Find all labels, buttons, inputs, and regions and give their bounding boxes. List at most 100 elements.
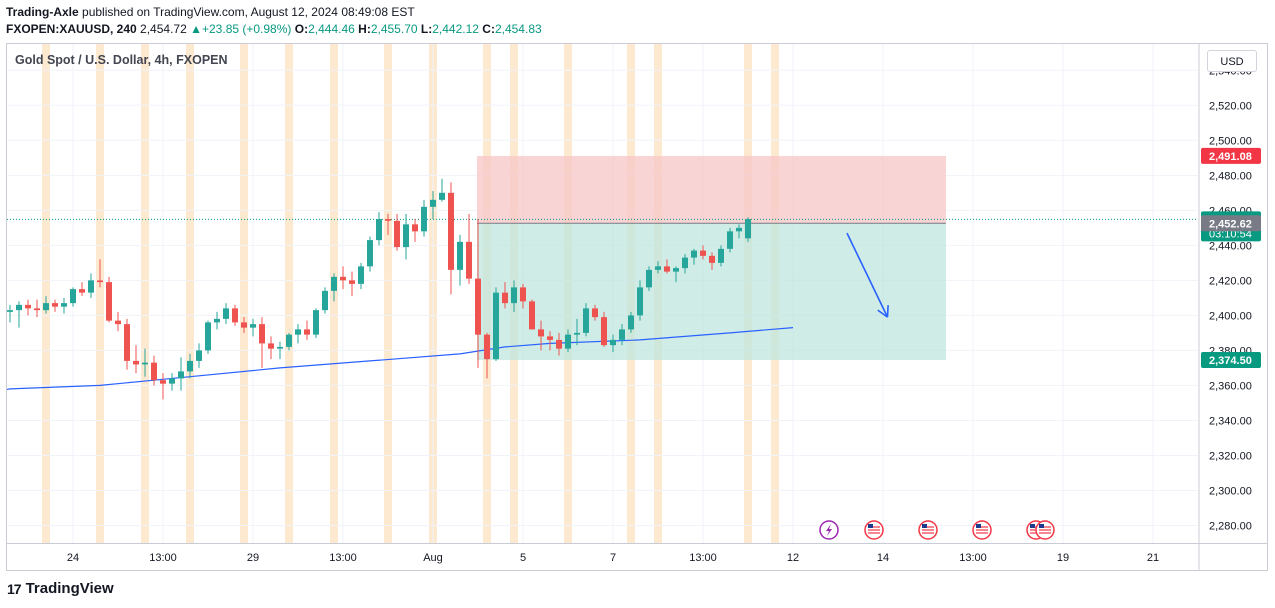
candle-body (709, 255, 715, 263)
stop-price-tag-label: 2,491.08 (1209, 151, 1252, 163)
candle (367, 236, 373, 272)
high-value: 2,455.70 (370, 22, 418, 36)
us-flag-canton (1030, 524, 1035, 528)
candle (376, 212, 382, 246)
price-change: +23.85 (+0.98%) (202, 22, 292, 36)
candle-body (313, 310, 319, 335)
session-band (285, 44, 293, 543)
candle-body (439, 192, 445, 200)
time-tick-label: 13:00 (329, 552, 357, 564)
candle (655, 261, 661, 274)
candle-body (115, 320, 121, 325)
candle-body (376, 219, 382, 241)
us-economic-event-icon (918, 520, 938, 540)
candle-body (601, 317, 607, 346)
candle (466, 213, 472, 284)
candle-body (349, 280, 355, 284)
candle (61, 297, 67, 314)
candle-body (475, 278, 481, 335)
candle (331, 273, 337, 302)
currency-button[interactable]: USD (1207, 50, 1257, 72)
annotation-arrow (846, 232, 889, 318)
candle-body (412, 224, 418, 232)
candle (457, 234, 463, 286)
candle (205, 320, 211, 354)
candle (502, 282, 508, 309)
stop-price-tag-bg (1201, 147, 1261, 164)
candle (286, 332, 292, 351)
price-tick-label: 2,360.00 (1209, 380, 1252, 392)
candle (610, 334, 616, 353)
tradingview-logo[interactable]: 17 TradingView (7, 580, 114, 597)
candle-body (259, 324, 265, 344)
candle-body (493, 292, 499, 360)
close-label: C: (482, 22, 495, 36)
price-tick-label: 2,340.00 (1209, 415, 1252, 427)
candle (385, 213, 391, 235)
us-flag-canton (922, 524, 927, 528)
candle-body (727, 231, 733, 249)
candle (583, 303, 589, 337)
session-band (186, 44, 194, 543)
candle (304, 320, 310, 340)
time-tick-label: 19 (1057, 552, 1069, 564)
candle (538, 320, 544, 351)
moving-average-line (7, 327, 794, 391)
candle (34, 299, 40, 318)
candle (25, 299, 31, 316)
candle-body (232, 308, 238, 323)
tv-logo-mark: 17 (7, 580, 22, 597)
time-tick-label: 5 (520, 552, 526, 564)
price-tick-label: 2,420.00 (1209, 275, 1252, 287)
time-tick-label: 29 (247, 552, 259, 564)
up-triangle-icon: ▲ (190, 22, 202, 36)
candle (520, 283, 526, 309)
candle-body (637, 287, 643, 316)
candle (439, 178, 445, 202)
candle-body (430, 199, 436, 207)
us-economic-event-icon (972, 520, 992, 540)
candle (718, 245, 724, 267)
candle-body (673, 268, 679, 272)
candle-body (547, 336, 553, 340)
session-band (141, 44, 149, 543)
candle (745, 217, 751, 242)
price-tick-label: 2,520.00 (1209, 100, 1252, 112)
price-tick-label: 2,480.00 (1209, 170, 1252, 182)
time-tick-label: 14 (877, 552, 889, 564)
candle (196, 343, 202, 368)
candle-body (511, 287, 517, 304)
candle-body (403, 224, 409, 248)
candle-body (664, 266, 670, 272)
candle-body (187, 360, 193, 372)
candle-body (7, 310, 13, 312)
time-tick-label: Aug (423, 552, 443, 564)
high-label: H: (358, 22, 371, 36)
candle-body (241, 322, 247, 328)
open-label: O: (294, 22, 309, 36)
open-value: 2,444.46 (308, 22, 355, 36)
ohlc-line: FXOPEN:XAUUSD, 240 2,454.72 ▲+23.85 (+0.… (6, 22, 542, 36)
candle (142, 348, 148, 377)
candle-body (61, 303, 67, 307)
us-flag-canton (976, 524, 981, 528)
annotation-arrow-head (877, 309, 888, 318)
time-tick-label: 12 (787, 552, 799, 564)
candle (664, 259, 670, 274)
chart-legend-title: Gold Spot / U.S. Dollar, 4h, FXOPEN (15, 53, 228, 67)
candle-body (97, 280, 103, 283)
candle (169, 373, 175, 391)
candle-body (43, 303, 49, 311)
us-economic-event-icon (1035, 520, 1055, 540)
dividend-event-bolt (826, 524, 832, 536)
candle-body (70, 289, 76, 304)
candle-body (538, 329, 544, 337)
price-tick-label: 2,440.00 (1209, 240, 1252, 252)
candle-body (592, 308, 598, 318)
target-price-tag-bg (1201, 352, 1261, 369)
author-name[interactable]: Trading-Axle (6, 5, 79, 19)
candle (277, 341, 283, 360)
candle-body (358, 266, 364, 284)
candle-body (52, 303, 58, 307)
